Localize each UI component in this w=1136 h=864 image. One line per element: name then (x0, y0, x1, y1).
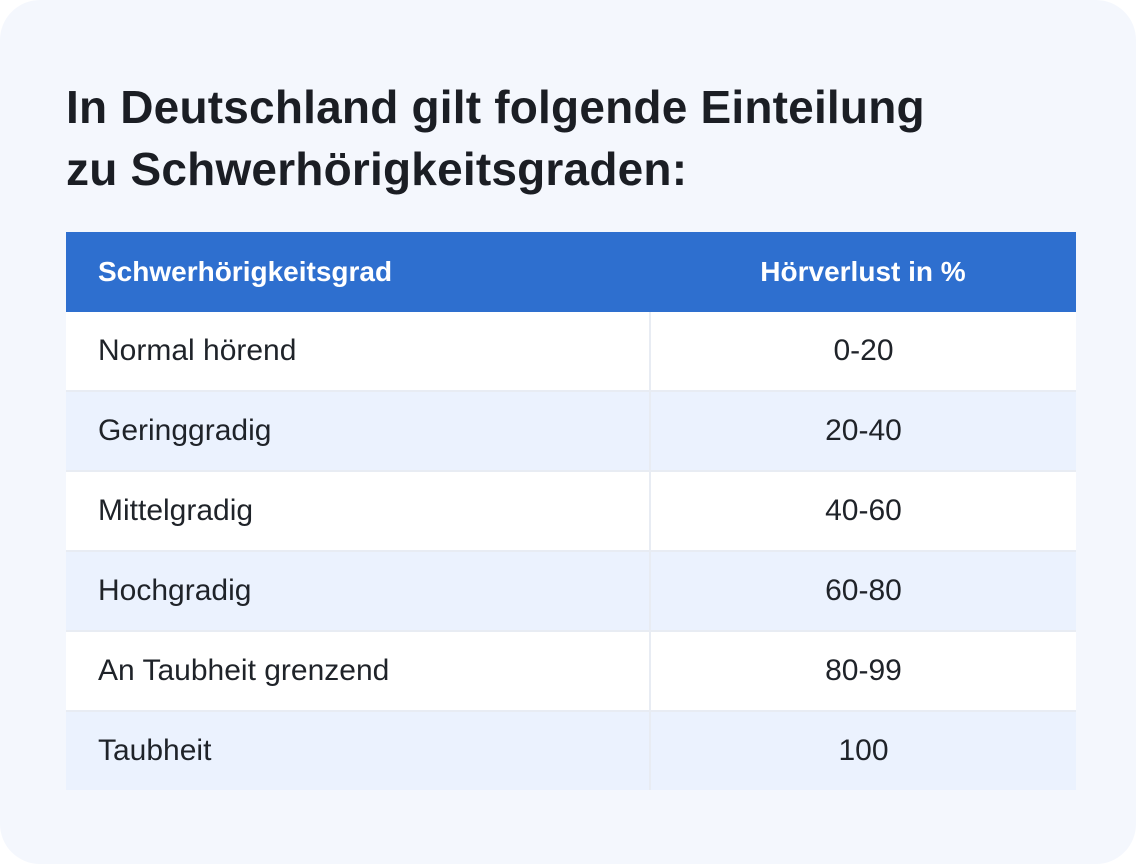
loss-cell: 100 (650, 711, 1076, 790)
loss-cell: 40-60 (650, 471, 1076, 552)
grade-cell: Hochgradig (66, 551, 651, 632)
title-line-1: In Deutschland gilt folgende Einteilung (66, 81, 925, 133)
grade-cell: Mittelgradig (66, 471, 651, 552)
grade-cell: Geringgradig (66, 391, 651, 472)
table-row: Taubheit 100 (66, 711, 1076, 790)
table-header-row: Schwerhörigkeitsgrad Hörverlust in % (66, 232, 1076, 312)
grade-cell: Normal hörend (66, 312, 651, 392)
loss-cell: 20-40 (650, 391, 1076, 472)
table-row: Geringgradig 20-40 (66, 391, 1076, 472)
loss-cell: 80-99 (650, 631, 1076, 712)
loss-cell: 0-20 (650, 312, 1076, 392)
column-header-loss: Hörverlust in % (650, 232, 1076, 312)
grade-cell: An Taubheit grenzend (66, 631, 651, 712)
page-title: In Deutschland gilt folgende Einteilung … (66, 76, 1076, 200)
table-row: Mittelgradig 40-60 (66, 471, 1076, 552)
grade-cell: Taubheit (66, 711, 651, 790)
column-header-grade: Schwerhörigkeitsgrad (66, 232, 650, 312)
table-row: An Taubheit grenzend 80-99 (66, 631, 1076, 712)
table-row: Hochgradig 60-80 (66, 551, 1076, 632)
loss-cell: 60-80 (650, 551, 1076, 632)
table-row: Normal hörend 0-20 (66, 312, 1076, 392)
hearing-loss-table: Schwerhörigkeitsgrad Hörverlust in % Nor… (66, 232, 1076, 790)
title-line-2: zu Schwerhörigkeitsgraden: (66, 143, 688, 195)
